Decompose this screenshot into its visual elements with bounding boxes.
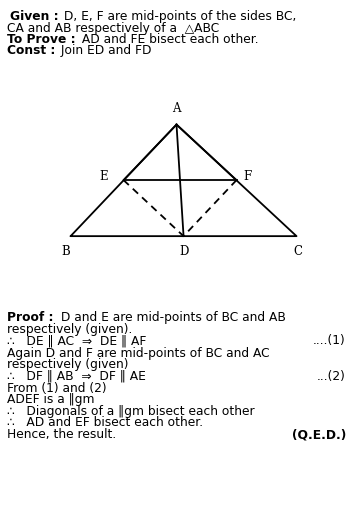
Text: To Prove :: To Prove :: [7, 33, 76, 46]
Text: From (1) and (2): From (1) and (2): [7, 382, 107, 395]
Text: D and E are mid-points of BC and AB: D and E are mid-points of BC and AB: [57, 311, 286, 324]
Text: Given :: Given :: [10, 10, 59, 23]
Text: ∴   DE ‖ AC  ⇒  DE ‖ AF: ∴ DE ‖ AC ⇒ DE ‖ AF: [7, 334, 146, 347]
Text: Hence, the result.: Hence, the result.: [7, 428, 116, 441]
Text: AD and FE bisect each other.: AD and FE bisect each other.: [78, 33, 259, 46]
Text: Const :: Const :: [7, 44, 55, 57]
Text: D: D: [179, 245, 188, 258]
Text: CA and AB respectively of a  △ABC: CA and AB respectively of a △ABC: [7, 22, 219, 35]
Text: (Q.E.D.): (Q.E.D.): [292, 428, 346, 441]
Text: Join ED and FD: Join ED and FD: [57, 44, 151, 57]
Text: B: B: [61, 245, 70, 258]
Text: Proof :: Proof :: [7, 311, 54, 324]
Text: respectively (given).: respectively (given).: [7, 323, 132, 336]
Text: Again D and F are mid-points of BC and AC: Again D and F are mid-points of BC and A…: [7, 347, 270, 360]
Text: ADEF is a ‖gm: ADEF is a ‖gm: [7, 393, 95, 406]
Text: respectively (given): respectively (given): [7, 358, 128, 371]
Text: ....(1): ....(1): [313, 334, 346, 347]
Text: ∴   AD and EF bisect each other.: ∴ AD and EF bisect each other.: [7, 416, 203, 429]
Text: E: E: [99, 170, 108, 183]
Text: D, E, F are mid-points of the sides BC,: D, E, F are mid-points of the sides BC,: [60, 10, 296, 23]
Text: ...(2): ...(2): [317, 370, 346, 383]
Text: A: A: [172, 102, 181, 115]
Text: F: F: [244, 170, 252, 183]
Text: C: C: [294, 245, 303, 258]
Text: ∴   DF ‖ AB  ⇒  DF ‖ AE: ∴ DF ‖ AB ⇒ DF ‖ AE: [7, 370, 146, 383]
Text: ∴   Diagonals of a ‖gm bisect each other: ∴ Diagonals of a ‖gm bisect each other: [7, 405, 255, 418]
